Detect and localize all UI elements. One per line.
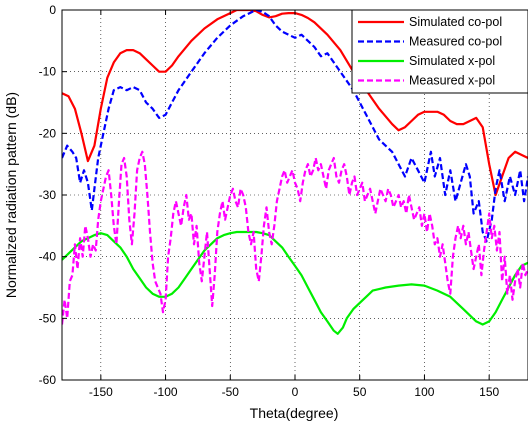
legend-label: Measured co-pol bbox=[409, 35, 502, 49]
x-tick-label: -150 bbox=[89, 385, 113, 399]
y-tick-label: -10 bbox=[39, 65, 57, 79]
x-tick-label: -100 bbox=[154, 385, 178, 399]
series-line-measured-co-pol bbox=[62, 10, 528, 243]
legend-label: Measured x-pol bbox=[409, 74, 495, 88]
x-tick-label: 0 bbox=[292, 385, 299, 399]
axis-ticks: -150 -100 -50 0 50 100 150 0 -10 -20 -30 -40 -50 -60 bbox=[39, 3, 500, 399]
series-line-measured-x-pol bbox=[62, 150, 528, 325]
y-tick-label: 0 bbox=[49, 3, 56, 17]
y-tick-label: -20 bbox=[39, 126, 57, 140]
legend: Simulated co-pol Measured co-pol Simulated… bbox=[351, 9, 528, 94]
legend-label: Simulated x-pol bbox=[409, 54, 495, 68]
x-tick-label: 100 bbox=[414, 385, 434, 399]
x-tick-label: -50 bbox=[222, 385, 240, 399]
y-tick-label: -60 bbox=[39, 373, 57, 387]
y-tick-label: -40 bbox=[39, 250, 57, 264]
x-axis-label: Theta(degree) bbox=[250, 405, 339, 421]
legend-label: Simulated co-pol bbox=[409, 15, 502, 29]
series-line-simulated-co-pol bbox=[62, 10, 528, 197]
y-tick-label: -30 bbox=[39, 188, 57, 202]
series-line-simulated-x-pol bbox=[62, 230, 528, 335]
x-tick-label: 150 bbox=[479, 385, 499, 399]
y-axis-label: Normalized radiation pattern (dB) bbox=[3, 92, 19, 298]
x-tick-label: 50 bbox=[353, 385, 367, 399]
series-layer bbox=[62, 10, 528, 335]
legend-box bbox=[351, 9, 528, 94]
y-tick-label: -50 bbox=[39, 311, 57, 325]
